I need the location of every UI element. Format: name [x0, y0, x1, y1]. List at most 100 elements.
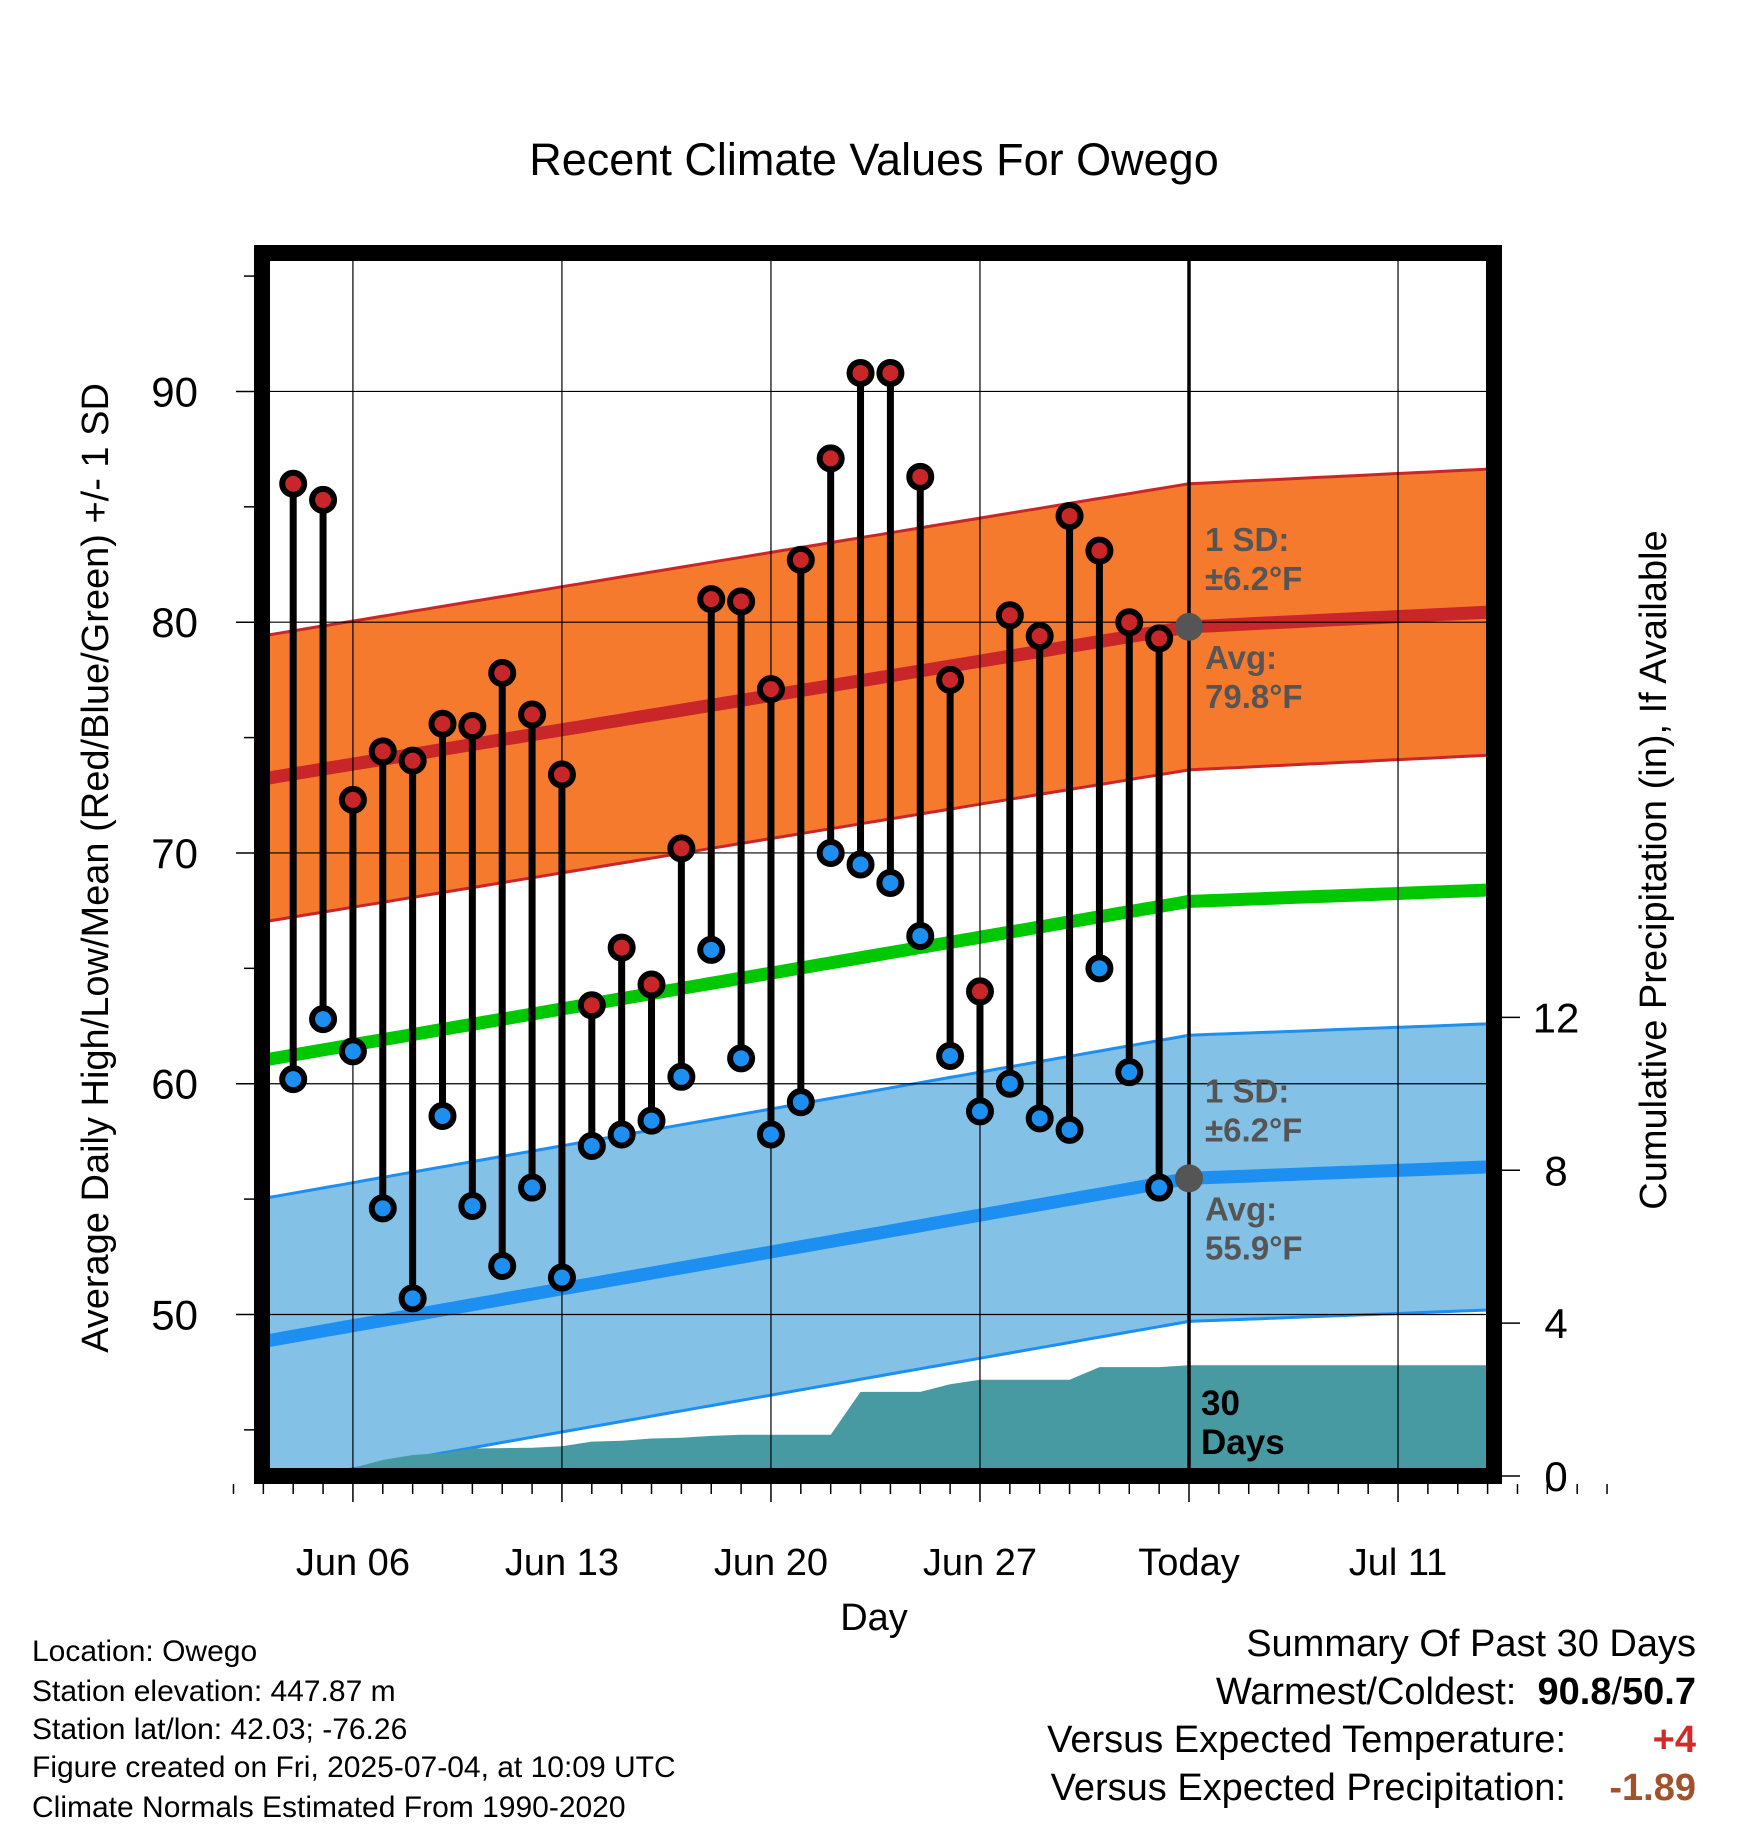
daily-low-point [518, 1173, 547, 1202]
low-sd-value: ±6.2°F [1205, 1111, 1302, 1148]
daily-high-point [697, 585, 726, 614]
daily-high-point [279, 469, 308, 498]
daily-low-point [1025, 1104, 1054, 1133]
summary-heading: Summary Of Past 30 Days [1246, 1623, 1696, 1665]
y-tick-label: 90 [151, 368, 198, 415]
daily-high-point [1085, 536, 1114, 565]
daily-high-point [786, 545, 815, 574]
summary-temp-row: Versus Expected Temperature: +4 [936, 1716, 1696, 1764]
daily-low-point [279, 1065, 308, 1094]
daily-high-point [876, 358, 905, 387]
daily-low-point [965, 1097, 994, 1126]
y2-tick-label: 4 [1544, 1300, 1567, 1347]
x-tick-label: Jun 06 [296, 1542, 410, 1584]
y2-tick-label: 8 [1544, 1147, 1567, 1194]
daily-low-point [577, 1132, 606, 1161]
daily-low-point [458, 1192, 487, 1221]
low-sd-label: 1 SD: [1205, 1072, 1289, 1109]
normal-low-line [262, 1160, 1494, 1349]
x-tick-label: Jun 27 [923, 1542, 1037, 1584]
daily-high-point [518, 700, 547, 729]
daily-low-point [637, 1106, 666, 1135]
high-avg-label: Avg: [1205, 639, 1277, 676]
footer-elevation: Station elevation: 447.87 m [32, 1675, 396, 1708]
today-low-avg-marker [1175, 1164, 1203, 1193]
footer-created: Figure created on Fri, 2025-07-04, at 10… [32, 1751, 676, 1784]
high-sd-value: ±6.2°F [1205, 560, 1302, 597]
summary-warm-cold-row: Warmest/Coldest: 90.8/50.7 [936, 1668, 1696, 1716]
footer-location: Location: Owego [32, 1635, 258, 1668]
daily-high-point [995, 601, 1024, 630]
summary-coldest: 50.7 [1622, 1671, 1696, 1713]
daily-high-point [965, 977, 994, 1006]
chart-title: Recent Climate Values For Owego [529, 134, 1218, 185]
x-axis-title: Day [840, 1597, 908, 1639]
daily-high-point [547, 760, 576, 789]
daily-high-point [368, 737, 397, 766]
y-tick-label: 50 [151, 1291, 198, 1338]
daily-low-point [1115, 1058, 1144, 1087]
daily-low-point [1055, 1115, 1084, 1144]
daily-low-point [876, 868, 905, 897]
summary-precip-label: Versus Expected Precipitation: [1050, 1767, 1566, 1809]
daily-high-point [906, 462, 935, 491]
summary-temp-label: Versus Expected Temperature: [1047, 1719, 1566, 1761]
high-sd-label: 1 SD: [1205, 521, 1289, 558]
daily-high-point [458, 712, 487, 741]
daily-low-point [607, 1120, 636, 1149]
daily-high-point [667, 834, 696, 863]
x-tick-label: Jun 13 [505, 1542, 619, 1584]
daily-low-point [667, 1062, 696, 1091]
daily-low-point [906, 922, 935, 951]
summary-precip-value: -1.89 [1609, 1767, 1696, 1809]
daily-high-point [727, 587, 756, 616]
normal-low-band-upper-edge [262, 1022, 1494, 1201]
y2-axis-title: Cumulative Precipitation (in), If Availa… [1633, 530, 1675, 1209]
daily-low-point [368, 1194, 397, 1223]
daily-low-point [428, 1102, 457, 1131]
y-tick-label: 60 [151, 1061, 198, 1108]
plot-frame [254, 245, 1502, 1484]
x-tick-label: Jun 20 [714, 1542, 828, 1584]
summary-precip-row: Versus Expected Precipitation: -1.89 [936, 1764, 1696, 1812]
daily-high-point [1115, 608, 1144, 637]
today-high-avg-marker [1175, 612, 1203, 641]
daily-high-point [309, 485, 338, 514]
window-label-days: Days [1201, 1423, 1285, 1462]
daily-high-point [577, 991, 606, 1020]
summary-warm-cold-label: Warmest/Coldest: [1215, 1671, 1517, 1713]
y-axis-title: Average Daily High/Low/Mean (Red/Blue/Gr… [75, 383, 117, 1353]
daily-low-point [338, 1037, 367, 1066]
normal-low-band [262, 1023, 1494, 1476]
low-avg-value: 55.9°F [1205, 1229, 1303, 1266]
daily-low-point [488, 1252, 517, 1281]
daily-low-point [309, 1005, 338, 1034]
normal-high-band [262, 468, 1494, 923]
daily-high-point [1055, 502, 1084, 531]
daily-low-point [697, 935, 726, 964]
y2-tick-label: 0 [1544, 1453, 1567, 1500]
daily-low-point [727, 1044, 756, 1073]
high-avg-value: 79.8°F [1205, 678, 1303, 715]
summary-warmest: 90.8 [1537, 1671, 1612, 1713]
daily-high-point [846, 358, 875, 387]
daily-low-point [398, 1284, 427, 1313]
daily-high-point [488, 658, 517, 687]
daily-high-point [1025, 622, 1054, 651]
daily-low-point [756, 1120, 785, 1149]
daily-high-point [428, 709, 457, 738]
daily-high-point [936, 665, 965, 694]
daily-high-point [1145, 624, 1174, 653]
footer-latlon: Station lat/lon: 42.03; -76.26 [32, 1713, 408, 1746]
daily-low-point [936, 1042, 965, 1071]
y-tick-label: 80 [151, 599, 198, 646]
y2-tick-label: 12 [1533, 994, 1580, 1041]
low-avg-label: Avg: [1205, 1190, 1277, 1227]
daily-low-point [547, 1263, 576, 1292]
summary-panel: Summary Of Past 30 Days Warmest/Coldest:… [936, 1620, 1696, 1812]
summary-slash: / [1611, 1671, 1623, 1713]
x-tick-label: Today [1138, 1542, 1239, 1584]
daily-high-point [756, 675, 785, 704]
summary-temp-value: +4 [1652, 1719, 1696, 1761]
daily-low-point [1085, 954, 1114, 983]
